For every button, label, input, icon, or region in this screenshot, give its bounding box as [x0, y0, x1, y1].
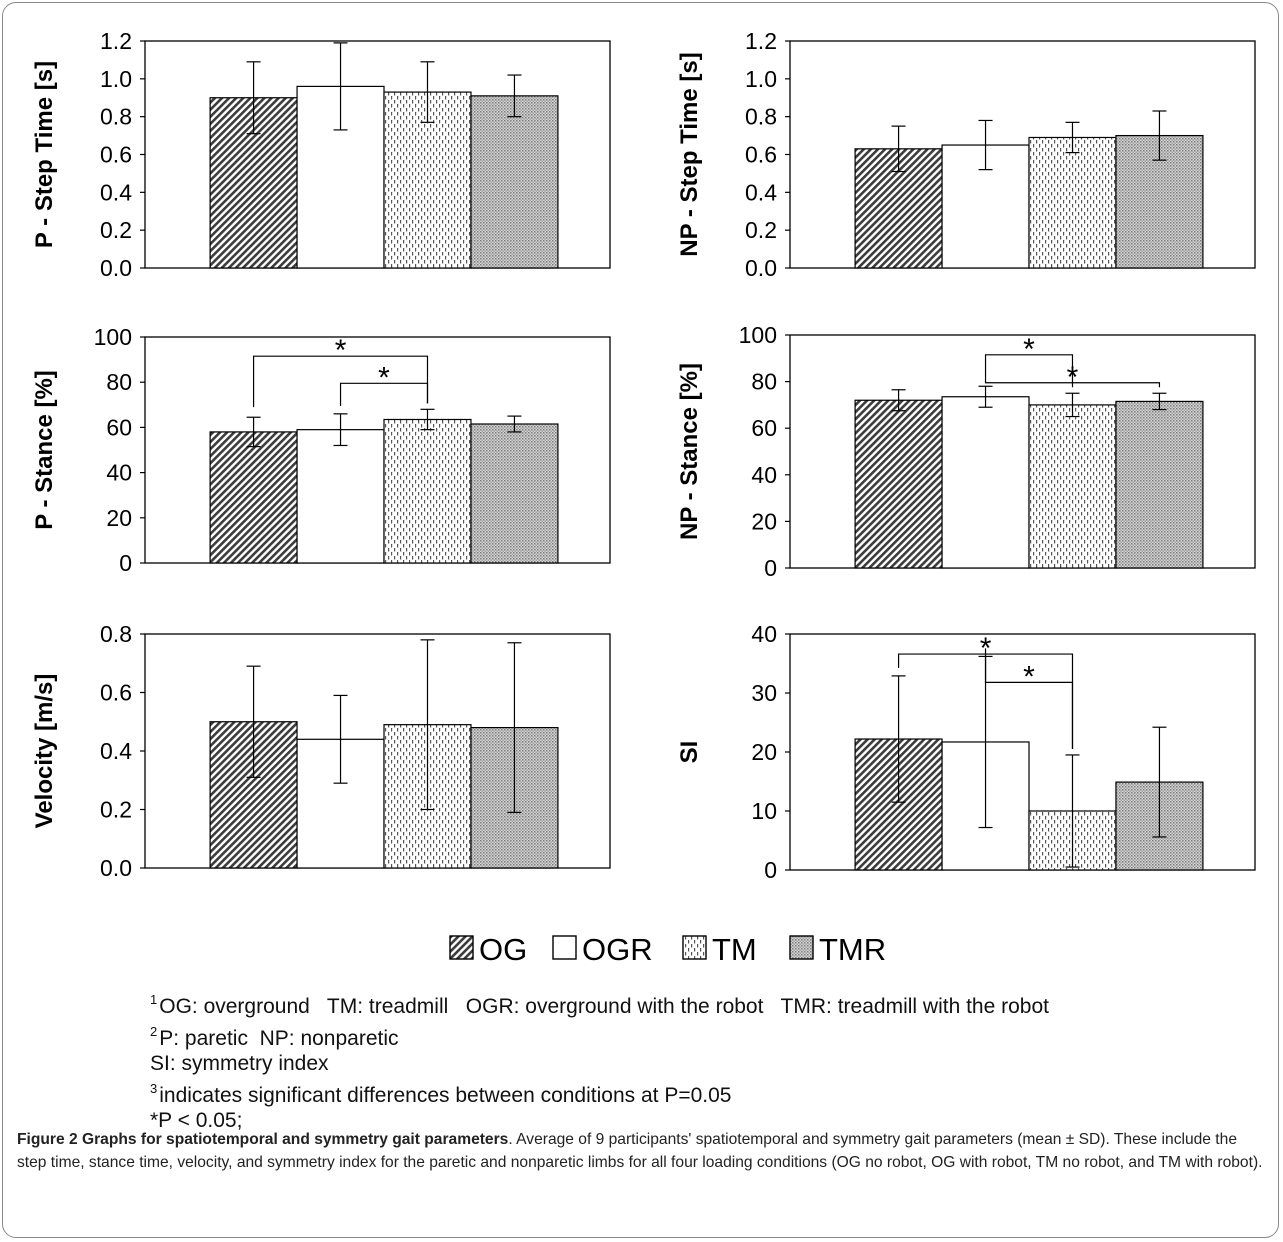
y-tick-label: 0.0	[100, 855, 132, 881]
y-tick-label: 0.4	[100, 179, 132, 205]
y-axis-label: SI	[676, 741, 703, 764]
significance-star: *	[335, 334, 347, 367]
y-tick-label: 20	[751, 739, 777, 765]
bar-tm	[1028, 136, 1117, 269]
caption-title: Figure 2 Graphs for spatiotemporal and s…	[17, 1131, 509, 1148]
footnote-3-text: indicates significant differences betwee…	[159, 1084, 732, 1107]
y-axis-label: Velocity [m/s]	[31, 674, 58, 829]
footnote-p-value-text: *P < 0.05;	[150, 1109, 243, 1132]
y-tick-label: 40	[106, 460, 132, 486]
y-tick-label: 40	[751, 621, 777, 647]
bar-tm	[383, 418, 472, 564]
y-tick-label: 20	[751, 508, 777, 534]
caption-body: . Average of 9 participants' spatiotempo…	[17, 1131, 1263, 1171]
legend-label-og: OG	[479, 932, 527, 967]
legend-swatch-ogr	[552, 935, 577, 960]
y-tick-label: 0.6	[745, 142, 777, 168]
bar-ogr	[296, 429, 385, 564]
significance-star: *	[1067, 361, 1079, 394]
legend-label-tm: TM	[712, 932, 757, 967]
y-tick-label: 0.6	[100, 142, 132, 168]
significance-star: *	[1023, 660, 1035, 693]
y-tick-label: 0.4	[745, 179, 777, 205]
y-tick-label: 0.2	[100, 217, 132, 243]
y-tick-label: 0.0	[100, 255, 132, 281]
y-tick-label: 0	[764, 555, 777, 581]
footnote-p-value: *P < 0.05;	[150, 1108, 1049, 1133]
legend-swatch-og	[449, 935, 474, 960]
significance-bracket	[984, 378, 1161, 388]
y-tick-label: 0.2	[745, 217, 777, 243]
bar-tm	[1028, 404, 1117, 569]
y-axis-label: NP - Stance [%]	[676, 363, 703, 540]
legend-label-ogr: OGR	[582, 932, 653, 967]
footnote-1: 1OG: overground TM: treadmill OGR: overg…	[150, 987, 1049, 1019]
y-axis-label: NP - Step Time [s]	[676, 52, 703, 257]
y-tick-label: 1.0	[745, 66, 777, 92]
y-tick-label: 0.8	[100, 621, 132, 647]
footnote-si-text: SI: symmetry index	[150, 1052, 329, 1075]
y-tick-label: 0.6	[100, 680, 132, 706]
y-axis-label: P - Step Time [s]	[31, 61, 58, 248]
y-tick-label: 30	[751, 680, 777, 706]
chart-legend: OG OGR TM TMR	[449, 932, 886, 967]
footnote-2: 2P: paretic NP: nonparetic	[150, 1019, 1049, 1051]
footnote-1-marker: 1	[150, 992, 158, 1007]
bar-tmr	[1115, 400, 1204, 569]
significance-bracket	[339, 382, 429, 406]
significance-bracket	[252, 355, 429, 408]
significance-star: *	[378, 361, 390, 394]
footnote-si: SI: symmetry index	[150, 1051, 1049, 1076]
footnotes: 1OG: overground TM: treadmill OGR: overg…	[150, 987, 1049, 1133]
y-tick-label: 40	[751, 462, 777, 488]
legend-swatch-tm	[682, 935, 707, 960]
significance-star: *	[1023, 333, 1035, 366]
y-tick-label: 0.8	[100, 104, 132, 130]
y-tick-label: 0.4	[100, 738, 132, 764]
y-tick-label: 60	[106, 414, 132, 440]
chart-p-stance: 0 20 40 60 80 100 P - Stance [%] * *	[31, 324, 611, 576]
y-tick-label: 100	[94, 324, 132, 350]
significance-bracket	[984, 354, 1074, 388]
bar-og	[209, 431, 298, 564]
figure-caption: Figure 2 Graphs for spatiotemporal and s…	[17, 1128, 1267, 1174]
y-tick-label: 100	[739, 322, 777, 348]
footnote-1-text: OG: overground TM: treadmill OGR: overgr…	[159, 995, 1049, 1018]
y-tick-label: 10	[751, 798, 777, 824]
y-tick-label: 60	[751, 415, 777, 441]
y-tick-label: 0	[764, 857, 777, 883]
legend-label-tmr: TMR	[819, 932, 886, 967]
chart-np-step-time-s: 0.0 0.2 0.4 0.6 0.8 1.0 1.2 NP - Step Time [s]	[676, 28, 1256, 281]
y-tick-label: 1.2	[745, 28, 777, 54]
significance-bracket	[984, 648, 1074, 749]
legend-swatch-tmr	[789, 935, 814, 960]
bar-tmr	[470, 95, 559, 269]
y-tick-label: 1.2	[100, 28, 132, 54]
y-tick-label: 0.8	[745, 104, 777, 130]
y-tick-label: 0.2	[100, 797, 132, 823]
footnote-2-text: P: paretic NP: nonparetic	[159, 1027, 399, 1050]
footnote-3-marker: 3	[150, 1081, 158, 1096]
bar-tmr	[470, 423, 559, 564]
y-tick-label: 20	[106, 505, 132, 531]
footnote-2-marker: 2	[150, 1024, 158, 1039]
chart-p-step-time-s: 0.0 0.2 0.4 0.6 0.8 1.0 1.2 P - Step Time [s]	[31, 28, 611, 281]
chart-velocity-m-s: 0.0 0.2 0.4 0.6 0.8 Velocity [m/s]	[31, 621, 611, 881]
y-tick-label: 1.0	[100, 66, 132, 92]
y-tick-label: 0.0	[745, 255, 777, 281]
bar-og	[854, 399, 943, 569]
y-tick-label: 80	[751, 369, 777, 395]
y-tick-label: 80	[106, 369, 132, 395]
chart-np-stance: 0 20 40 60 80 100 NP - Stance [%] * *	[676, 322, 1256, 581]
y-tick-label: 0	[119, 550, 132, 576]
y-axis-label: P - Stance [%]	[31, 370, 58, 530]
footnote-3: 3indicates significant differences betwe…	[150, 1076, 1049, 1108]
bar-ogr	[941, 396, 1030, 569]
